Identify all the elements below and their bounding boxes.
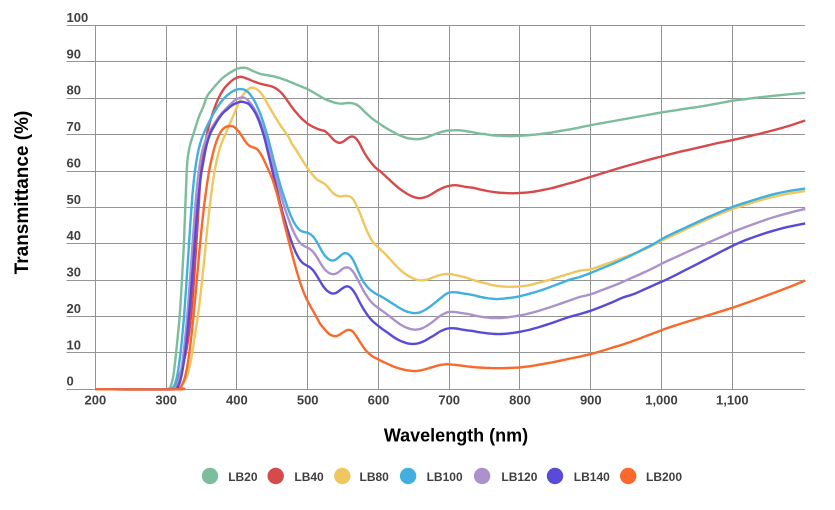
svg-text:Transmittance (%): Transmittance (%) bbox=[12, 111, 33, 275]
svg-text:Wavelength (nm): Wavelength (nm) bbox=[384, 426, 528, 446]
svg-text:LB40: LB40 bbox=[294, 470, 324, 484]
svg-text:400: 400 bbox=[226, 392, 248, 407]
svg-text:10: 10 bbox=[67, 337, 81, 352]
svg-text:1,100: 1,100 bbox=[716, 392, 749, 407]
svg-text:70: 70 bbox=[67, 119, 81, 134]
svg-text:1,000: 1,000 bbox=[645, 392, 678, 407]
svg-text:100: 100 bbox=[67, 10, 89, 25]
svg-text:900: 900 bbox=[580, 392, 602, 407]
svg-text:200: 200 bbox=[85, 392, 107, 407]
svg-text:LB120: LB120 bbox=[501, 470, 537, 484]
svg-text:300: 300 bbox=[155, 392, 177, 407]
svg-text:LB20: LB20 bbox=[228, 470, 258, 484]
svg-text:LB140: LB140 bbox=[574, 470, 610, 484]
svg-text:LB200: LB200 bbox=[646, 470, 682, 484]
svg-text:0: 0 bbox=[67, 374, 74, 389]
svg-text:600: 600 bbox=[368, 392, 390, 407]
svg-text:90: 90 bbox=[67, 46, 81, 61]
svg-text:30: 30 bbox=[67, 265, 81, 280]
svg-text:50: 50 bbox=[67, 192, 81, 207]
svg-text:80: 80 bbox=[67, 83, 81, 98]
svg-text:60: 60 bbox=[67, 155, 81, 170]
svg-text:500: 500 bbox=[297, 392, 319, 407]
svg-text:LB80: LB80 bbox=[360, 470, 390, 484]
svg-text:40: 40 bbox=[67, 228, 81, 243]
svg-text:20: 20 bbox=[67, 301, 81, 316]
svg-text:LB100: LB100 bbox=[427, 470, 463, 484]
svg-text:700: 700 bbox=[438, 392, 460, 407]
svg-text:800: 800 bbox=[509, 392, 531, 407]
